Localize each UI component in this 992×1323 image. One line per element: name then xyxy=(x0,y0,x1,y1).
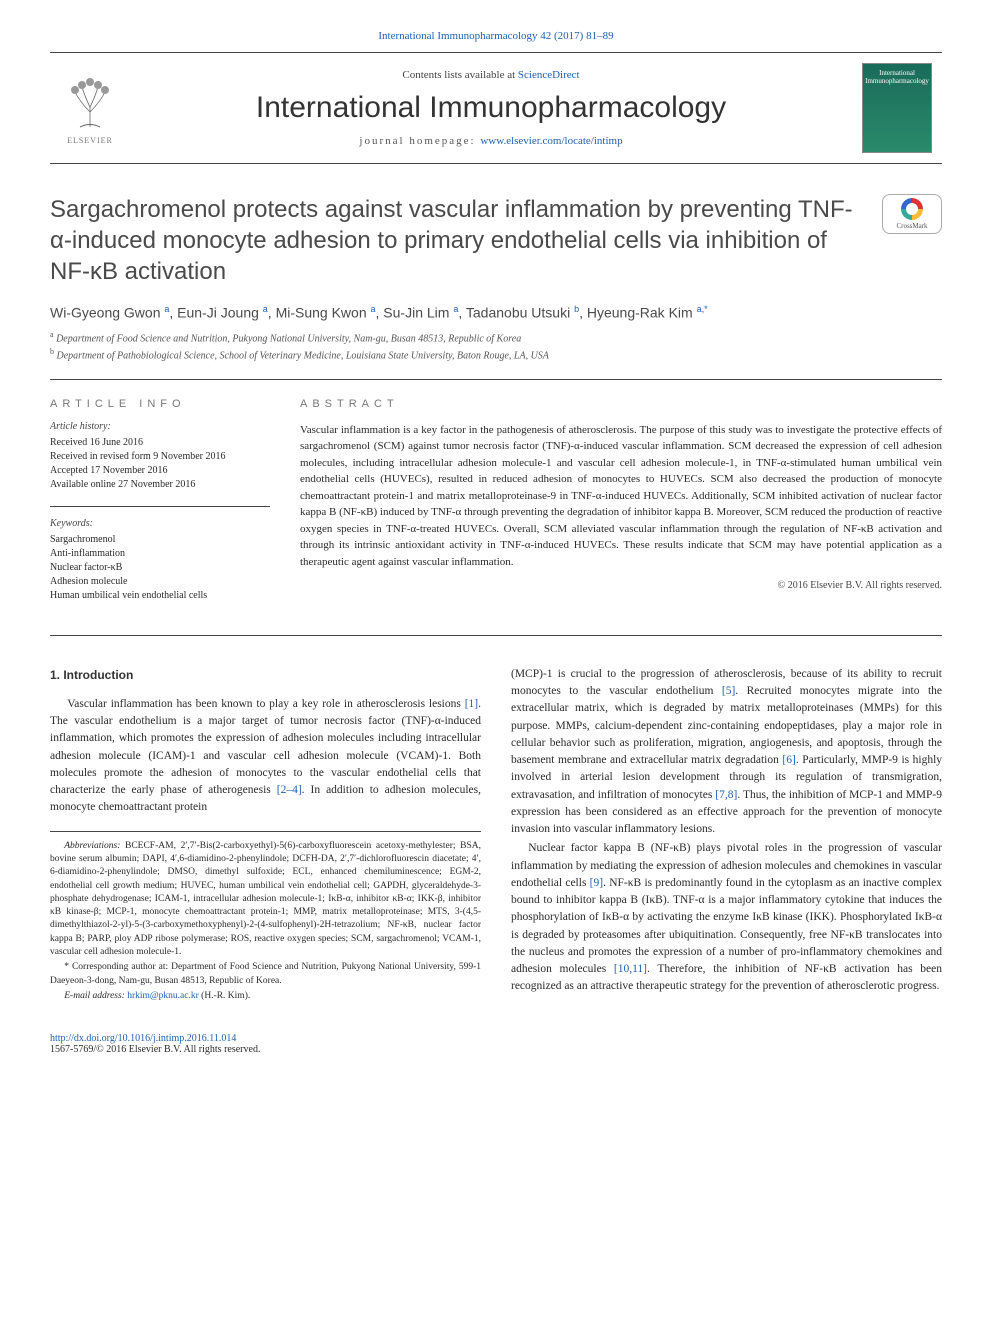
footnotes: Abbreviations: BCECF-AM, 2′,7′-Bis(2-car… xyxy=(50,831,481,1004)
authors-line: Wi-Gyeong Gwon a, Eun-Ji Joung a, Mi-Sun… xyxy=(50,304,942,321)
abbrev-label: Abbreviations: xyxy=(64,841,120,851)
affiliation: b Department of Pathobiological Science,… xyxy=(50,347,942,361)
body-para-2: (MCP)-1 is crucial to the progression of… xyxy=(511,666,942,839)
keyword: Anti-inflammation xyxy=(50,547,270,561)
crossmark-icon xyxy=(901,198,923,220)
info-divider xyxy=(50,506,270,507)
history-line: Received 16 June 2016 xyxy=(50,436,270,450)
email-link[interactable]: hrkim@pknu.ac.kr xyxy=(127,991,199,1001)
ref-link[interactable]: [6] xyxy=(782,754,795,766)
info-abstract-row: ARTICLE INFO Article history: Received 1… xyxy=(50,398,942,617)
abbreviations-footnote: Abbreviations: BCECF-AM, 2′,7′-Bis(2-car… xyxy=(50,840,481,960)
doi-link[interactable]: http://dx.doi.org/10.1016/j.intimp.2016.… xyxy=(50,1033,236,1044)
section-heading: 1. Introduction xyxy=(50,666,481,684)
page-footer: http://dx.doi.org/10.1016/j.intimp.2016.… xyxy=(50,1033,942,1055)
publisher-label: ELSEVIER xyxy=(67,136,113,145)
contents-available-line: Contents lists available at ScienceDirec… xyxy=(130,69,852,81)
history-line: Accepted 17 November 2016 xyxy=(50,464,270,478)
masthead: ELSEVIER Contents lists available at Sci… xyxy=(50,52,942,164)
abstract-text: Vascular inflammation is a key factor in… xyxy=(300,422,942,571)
journal-cover-icon: International Immunopharmacology xyxy=(862,63,932,153)
abbrev-text: BCECF-AM, 2′,7′-Bis(2-carboxyethyl)-5(6)… xyxy=(50,841,481,957)
article-info-col: ARTICLE INFO Article history: Received 1… xyxy=(50,398,270,617)
elsevier-tree-icon xyxy=(60,72,120,132)
keyword: Human umbilical vein endothelial cells xyxy=(50,589,270,603)
masthead-center: Contents lists available at ScienceDirec… xyxy=(130,69,852,147)
issn-copyright: 1567-5769/© 2016 Elsevier B.V. All right… xyxy=(50,1044,260,1055)
contents-prefix: Contents lists available at xyxy=(402,69,517,81)
history-line: Available online 27 November 2016 xyxy=(50,478,270,492)
corresponding-author-footnote: * Corresponding author at: Department of… xyxy=(50,961,481,988)
journal-cover-block: International Immunopharmacology xyxy=(852,63,942,153)
body-para-3: Nuclear factor kappa B (NF-κB) plays piv… xyxy=(511,840,942,995)
sciencedirect-link[interactable]: ScienceDirect xyxy=(518,69,580,81)
abstract-heading: ABSTRACT xyxy=(300,398,942,410)
ref-link[interactable]: [10,11] xyxy=(614,963,647,975)
email-footnote: E-mail address: hrkim@pknu.ac.kr (H.-R. … xyxy=(50,990,481,1003)
homepage-label: journal homepage: xyxy=(359,135,480,147)
ref-link[interactable]: [7,8] xyxy=(715,789,737,801)
article-history-block: Article history: Received 16 June 2016Re… xyxy=(50,420,270,492)
article-info-heading: ARTICLE INFO xyxy=(50,398,270,410)
body-columns: 1. Introduction Vascular inflammation ha… xyxy=(50,666,942,1003)
keyword: Sargachromenol xyxy=(50,533,270,547)
ref-link[interactable]: [5] xyxy=(722,685,735,697)
corr-label: * Corresponding author at: xyxy=(64,962,168,972)
rule-top xyxy=(50,379,942,380)
keyword: Adhesion molecule xyxy=(50,575,270,589)
email-person: (H.-R. Kim). xyxy=(201,991,250,1001)
homepage-link[interactable]: www.elsevier.com/locate/intimp xyxy=(480,135,622,147)
ref-link[interactable]: [9] xyxy=(590,877,603,889)
article-head: Sargachromenol protects against vascular… xyxy=(50,194,942,288)
email-label: E-mail address: xyxy=(64,991,125,1001)
history-line: Received in revised form 9 November 2016 xyxy=(50,450,270,464)
affiliation: a Department of Food Science and Nutriti… xyxy=(50,330,942,344)
body-para-1: Vascular inflammation has been known to … xyxy=(50,696,481,817)
keywords-block: Keywords: SargachromenolAnti-inflammatio… xyxy=(50,517,270,603)
affiliations: a Department of Food Science and Nutriti… xyxy=(50,330,942,361)
abstract-copyright: © 2016 Elsevier B.V. All rights reserved… xyxy=(300,580,942,591)
crossmark-label: CrossMark xyxy=(896,222,927,230)
history-label: Article history: xyxy=(50,420,270,434)
journal-citation: International Immunopharmacology 42 (201… xyxy=(50,30,942,42)
ref-link[interactable]: [2–4] xyxy=(277,784,302,796)
journal-cover-text: International Immunopharmacology xyxy=(865,70,929,85)
abstract-col: ABSTRACT Vascular inflammation is a key … xyxy=(300,398,942,617)
publisher-logo-block: ELSEVIER xyxy=(50,72,130,145)
keyword: Nuclear factor-κB xyxy=(50,561,270,575)
homepage-line: journal homepage: www.elsevier.com/locat… xyxy=(130,135,852,147)
footer-left: http://dx.doi.org/10.1016/j.intimp.2016.… xyxy=(50,1033,260,1055)
ref-link[interactable]: [1] xyxy=(465,698,478,710)
rule-bottom xyxy=(50,635,942,636)
journal-title: International Immunopharmacology xyxy=(130,91,852,125)
article-title: Sargachromenol protects against vascular… xyxy=(50,194,862,288)
crossmark-badge[interactable]: CrossMark xyxy=(882,194,942,234)
keywords-label: Keywords: xyxy=(50,517,270,531)
